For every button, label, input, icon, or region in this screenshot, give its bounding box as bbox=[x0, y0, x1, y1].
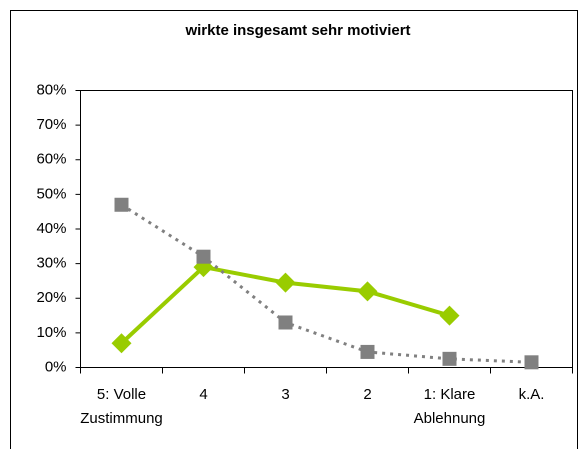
x-tick-label: 1: Klare Ablehnung bbox=[413, 386, 486, 427]
marker bbox=[111, 333, 132, 354]
y-tick-label: 40% bbox=[36, 220, 66, 237]
marker bbox=[357, 281, 378, 302]
marker bbox=[114, 197, 129, 212]
y-tick-label: 70% bbox=[36, 116, 66, 133]
x-tick-label: 2 bbox=[363, 386, 372, 403]
marker bbox=[196, 249, 211, 264]
marker bbox=[360, 344, 375, 359]
chart-frame bbox=[10, 10, 578, 449]
marker bbox=[278, 315, 293, 330]
y-tick-label: 80% bbox=[36, 81, 66, 98]
x-tick-label: 5: Volle Zustimmung bbox=[80, 386, 163, 427]
plot-area bbox=[80, 90, 573, 368]
series-line bbox=[120, 203, 532, 364]
x-tick-label: k.A. bbox=[518, 386, 545, 403]
x-tick-label: 3 bbox=[281, 386, 290, 403]
chart-title: wirkte insgesamt sehr motiviert bbox=[184, 22, 410, 39]
marker bbox=[442, 351, 457, 366]
y-tick-label: 0% bbox=[45, 358, 67, 375]
marker bbox=[439, 305, 460, 326]
y-tick-label: 10% bbox=[36, 324, 66, 341]
y-tick-label: 20% bbox=[36, 289, 66, 306]
y-tick-label: 30% bbox=[36, 255, 66, 272]
y-tick-label: 50% bbox=[36, 185, 66, 202]
marker bbox=[275, 272, 296, 293]
marker bbox=[524, 355, 539, 370]
x-tick-label: 4 bbox=[199, 386, 208, 403]
y-tick-label: 60% bbox=[36, 151, 66, 168]
